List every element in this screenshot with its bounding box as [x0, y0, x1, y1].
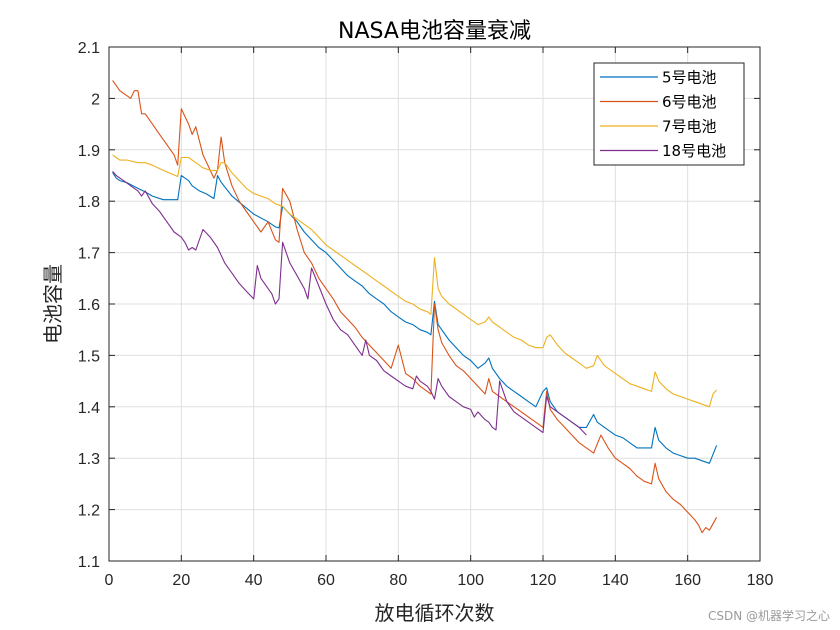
y-tick-label: 2 — [91, 91, 100, 108]
series-line-3 — [112, 154, 718, 408]
series-line-4 — [112, 171, 587, 436]
x-tick-label: 20 — [172, 572, 190, 589]
x-tick-label: 40 — [245, 572, 263, 589]
x-tick-label: 120 — [530, 572, 557, 589]
grid-lines — [108, 46, 761, 562]
y-tick-label: 2.1 — [78, 40, 100, 57]
y-tick-label: 1.7 — [78, 246, 100, 263]
y-tick-label: 1.6 — [78, 297, 100, 314]
y-tick-label: 1.8 — [78, 194, 100, 211]
y-tick-label: 1.9 — [78, 143, 100, 160]
y-tick-labels: 1.1 1.2 1.3 1.4 1.5 1.6 1.7 1.8 1.9 2 2.1 — [78, 40, 100, 571]
legend-entry-3: 7号电池 — [662, 118, 717, 136]
x-tick-labels: 0 20 40 60 80 100 120 140 160 180 — [105, 572, 774, 589]
x-tick-label: 160 — [674, 572, 701, 589]
x-tick-label: 100 — [457, 572, 484, 589]
x-tick-label: 80 — [389, 572, 407, 589]
legend-entry-4: 18号电池 — [662, 142, 726, 160]
series-line-2 — [112, 80, 718, 534]
x-tick-label: 60 — [317, 572, 335, 589]
y-tick-label: 1.4 — [78, 400, 100, 417]
watermark: CSDN @机器学习之心 — [707, 609, 830, 623]
legend-entry-2: 6号电池 — [662, 93, 717, 111]
chart-title: NASA电池容量衰减 — [338, 19, 531, 44]
y-tick-label: 1.5 — [78, 348, 100, 365]
series-line-1 — [112, 172, 718, 464]
legend-box — [593, 62, 745, 166]
y-tick-label: 1.1 — [78, 554, 100, 571]
series-layer — [112, 80, 718, 534]
legend: 5号电池 6号电池 7号电池 18号电池 — [593, 62, 745, 166]
legend-entry-1: 5号电池 — [662, 69, 717, 87]
x-tick-label: 140 — [602, 572, 629, 589]
y-tick-label: 1.2 — [78, 503, 100, 520]
y-tick-label: 1.3 — [78, 451, 100, 468]
x-axis-label: 放电循环次数 — [375, 601, 495, 625]
y-axis-label: 电池容量 — [41, 264, 65, 344]
x-tick-label: 180 — [747, 572, 774, 589]
x-tick-label: 0 — [105, 572, 114, 589]
ticks — [108, 46, 761, 562]
